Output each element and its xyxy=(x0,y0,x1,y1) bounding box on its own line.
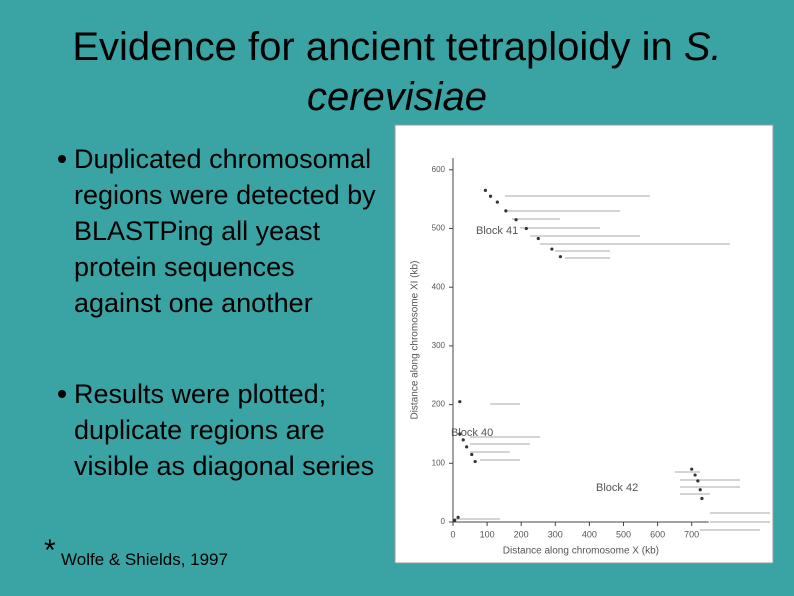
point xyxy=(488,194,493,198)
point xyxy=(504,209,508,213)
point xyxy=(693,473,697,477)
citation: Wolfe & Shields, 1997 xyxy=(61,550,228,569)
y-axis-label: Distance along chromosome XI (kb) xyxy=(410,261,421,420)
point xyxy=(458,400,462,404)
y-tick-label: 100 xyxy=(432,458,446,467)
bullet: Duplicated chromosomal regions were dete… xyxy=(58,141,389,321)
block-label: Block 42 xyxy=(596,482,638,494)
bullet-text: Duplicated chromosomal regions were dete… xyxy=(74,144,376,318)
block-label: Block 41 xyxy=(476,225,518,237)
bullet: Results were plotted; duplicate regions … xyxy=(58,376,389,484)
y-tick-label: 400 xyxy=(432,282,446,291)
x-tick-label: 100 xyxy=(480,529,495,539)
point xyxy=(465,445,469,449)
x-tick-label: 300 xyxy=(548,529,563,539)
x-tick-label: 0 xyxy=(450,529,455,539)
x-tick-label: 400 xyxy=(582,529,597,539)
y-tick-label: 300 xyxy=(432,341,446,350)
point xyxy=(514,218,518,222)
point xyxy=(456,515,460,519)
point xyxy=(536,236,540,241)
x-tick-label: 700 xyxy=(684,529,699,539)
point xyxy=(495,200,499,204)
point xyxy=(696,479,700,483)
slide-title: Evidence for ancient tetraploidy in S. c… xyxy=(0,22,794,122)
point xyxy=(524,226,528,231)
point xyxy=(558,255,563,259)
figure-frame xyxy=(394,124,774,564)
point xyxy=(700,496,704,501)
point xyxy=(473,459,477,464)
title-text: Evidence for ancient tetraploidy in xyxy=(72,25,673,69)
point xyxy=(550,247,554,251)
y-tick-label: 200 xyxy=(432,400,446,409)
y-tick-label: 500 xyxy=(432,224,446,233)
gene-labels xyxy=(455,195,770,531)
x-axis-label: Distance along chromosome X (kb) xyxy=(503,546,659,557)
bullet-text: Results were plotted; duplicate regions … xyxy=(74,379,375,481)
block-label: Block 40 xyxy=(451,427,493,439)
x-tick-label: 500 xyxy=(616,529,631,539)
x-tick-label: 600 xyxy=(650,529,665,539)
point xyxy=(483,188,487,192)
x-tick-label: 200 xyxy=(514,529,529,539)
point xyxy=(458,432,462,436)
point xyxy=(470,452,474,457)
y-tick-label: 0 xyxy=(441,517,446,526)
point xyxy=(698,488,702,492)
point xyxy=(461,438,465,442)
point xyxy=(690,467,694,471)
title-species: S. cerevisiae xyxy=(306,25,722,119)
y-tick-label: 600 xyxy=(432,165,446,174)
citation-mark: * xyxy=(44,534,56,567)
point xyxy=(453,518,457,522)
